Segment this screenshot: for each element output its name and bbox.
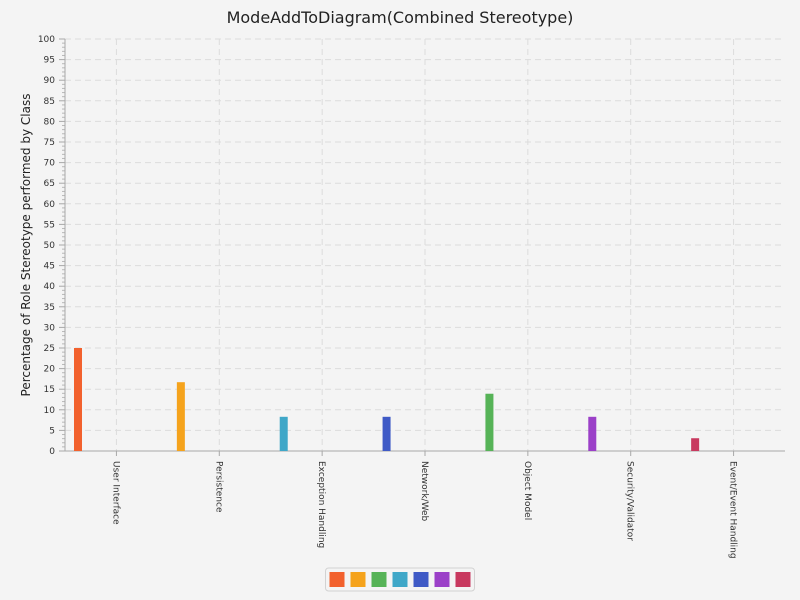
legend-swatch [371,572,387,587]
x-tick-label: Event/Event Handling [728,461,738,559]
legend-swatch [413,572,429,587]
y-axis-ticks: 0 5 10 15 20 25 30 35 40 45 50 55 60 65 70 75 80 85 90 95 10… [38,35,55,457]
legend-swatch [434,572,450,587]
grid [65,38,785,451]
y-tick-label: 25 [44,344,55,354]
legend-swatch [329,572,345,587]
y-tick-label: 45 [44,262,55,272]
x-tick-label: Network/Web [419,461,429,522]
x-tick-label: Persistence [213,461,223,513]
bar [382,416,391,451]
legend-swatch [350,572,366,587]
axes [59,38,785,456]
bar [588,416,597,451]
bars [74,348,700,451]
y-tick-label: 95 [44,56,55,66]
y-tick-label: 55 [44,220,55,230]
y-tick-label: 30 [44,323,56,333]
legend [325,567,475,592]
y-tick-label: 70 [44,159,56,169]
y-tick-label: 35 [44,303,55,313]
x-tick-label: Object Model [522,461,532,520]
bar [74,348,82,451]
x-axis-ticks: User Interface Persistence Exception Handl… [110,461,737,559]
x-tick-label: Security/Validator [625,461,635,541]
y-tick-label: 100 [38,35,55,45]
y-tick-label: 50 [44,241,56,251]
x-tick-label: Exception Handling [316,461,326,548]
y-tick-label: 65 [44,179,55,189]
y-tick-label: 15 [44,385,55,395]
bar [279,416,288,451]
chart-title: ModeAddToDiagram(Combined Stereotype) [227,8,574,27]
bar [485,393,494,451]
y-tick-label: 90 [44,76,56,86]
legend-swatch [392,572,408,587]
legend-swatch [455,572,471,587]
y-tick-label: 5 [49,426,55,436]
y-tick-label: 0 [49,447,55,457]
y-tick-label: 80 [44,117,56,127]
y-tick-label: 40 [44,282,56,292]
y-tick-label: 60 [44,200,56,210]
y-tick-label: 85 [44,97,55,107]
y-axis-label: Percentage of Role Stereotype performed … [19,94,33,397]
y-tick-label: 20 [44,365,56,375]
y-tick-label: 10 [44,406,56,416]
bar [691,438,700,451]
y-tick-label: 75 [44,138,55,148]
bar [176,382,185,451]
x-tick-label: User Interface [110,461,120,525]
